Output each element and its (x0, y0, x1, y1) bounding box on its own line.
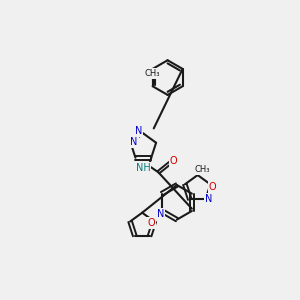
Text: CH₃: CH₃ (145, 69, 161, 78)
Text: NH: NH (136, 163, 151, 173)
Text: O: O (147, 218, 154, 228)
Text: O: O (209, 182, 217, 192)
Text: N: N (130, 136, 138, 147)
Text: N: N (205, 194, 213, 204)
Text: N: N (135, 126, 142, 136)
Text: CH₃: CH₃ (194, 165, 210, 174)
Text: N: N (157, 209, 164, 219)
Text: O: O (169, 156, 177, 166)
